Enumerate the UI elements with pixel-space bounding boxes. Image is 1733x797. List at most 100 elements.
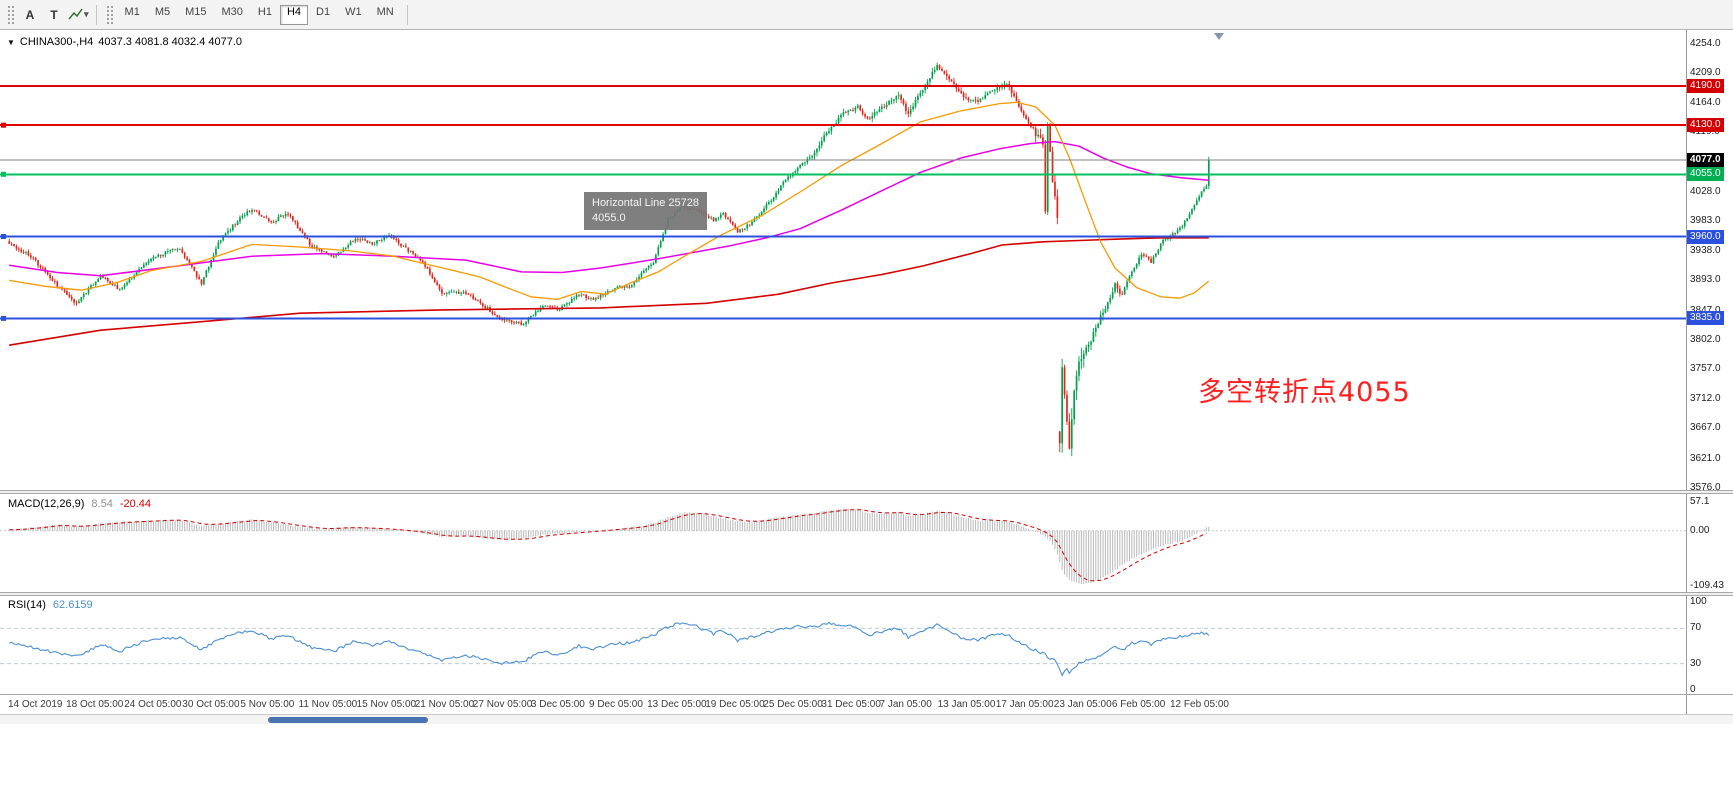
rsi-axis-label: 70 [1690,622,1702,634]
time-label: 5 Nov 05:00 [240,699,295,710]
price-tick: 3712.0 [1690,392,1721,404]
hline-tooltip: Horizontal Line 25728 4055.0 [584,192,708,230]
time-label: 11 Nov 05:00 [298,699,358,710]
panel-splitter[interactable] [0,490,1733,494]
rsi-axis-label: 100 [1690,596,1707,607]
macd-axis-label: 57.1 [1690,496,1710,507]
time-label: 31 Dec 05:00 [821,699,881,710]
time-label: 9 Dec 05:00 [589,699,643,710]
time-label: 25 Dec 05:00 [763,699,823,710]
macd-axis-label: -109.43 [1690,580,1724,591]
candles-layer [8,62,1210,457]
rsi-axis-label: 30 [1690,657,1702,669]
price-tick: 3576.0 [1690,482,1721,493]
ma-fast-orange [9,101,1210,301]
price-tick: 3938.0 [1690,244,1721,256]
timeframe-mn[interactable]: MN [376,5,394,18]
line-anchor-handle[interactable] [1,234,6,239]
text-tool-button[interactable]: T [43,4,65,26]
price-badge-4055.0: 4055.0 [1687,167,1724,182]
toolbar-separator [95,4,97,25]
rsi-value: 62.6159 [52,599,93,611]
time-label: 6 Feb 05:00 [1111,699,1166,710]
timeframe-w1[interactable]: W1 [345,5,362,18]
time-label: 15 Nov 05:00 [356,699,417,710]
time-label: 17 Jan 05:00 [995,699,1054,710]
timeframe-h4[interactable]: H4 [279,4,309,25]
time-label: 23 Jan 05:00 [1053,699,1112,710]
macd-histogram [8,508,1210,584]
rsi-title: RSI(14) [8,599,46,611]
timeframe-h1[interactable]: H1 [257,5,272,18]
macd-title: MACD(12,26,9) [8,498,85,510]
trendline-icon [68,8,83,20]
timeframe-m5[interactable]: M5 [154,5,171,18]
macd-signal-line [9,509,1207,582]
macd-axis-label: 0.00 [1690,524,1710,536]
symbol-label: CHINA300-,H4 [19,36,94,48]
symbol-dropdown-icon[interactable]: ▼ [7,37,15,47]
timeframe-d1[interactable]: D1 [316,5,331,18]
panel-splitter[interactable] [0,592,1733,596]
line-studies-tool-button[interactable]: ▾ [67,4,90,26]
time-axis-border [0,694,1733,695]
timeframe-m15[interactable]: M15 [185,5,207,18]
time-label: 13 Jan 05:00 [937,699,996,710]
scrollbar-thumb[interactable] [268,717,428,723]
price-tick: 4209.0 [1690,67,1721,79]
macd-header: MACD(12,26,9) 8.54 -20.44 [8,498,151,510]
rsi-header: RSI(14) 62.6159 [8,599,93,611]
arrow-style-tool-button[interactable]: A [19,4,41,26]
rsi-line [9,621,1210,677]
ohlc-values: 4037.3 4081.8 4032.4 4077.0 [98,36,243,48]
price-tick: 4254.0 [1690,38,1721,49]
line-anchor-handle[interactable] [1,315,6,321]
horizontal-scrollbar[interactable] [0,714,1733,724]
price-tick: 3893.0 [1690,274,1721,286]
time-label: 24 Oct 05:00 [124,699,182,710]
price-axis-border [1686,30,1687,714]
price-tick: 3983.0 [1690,215,1721,227]
timeframe-group: M1 M5 M15 M30 H1 H4 D1 W1 MN [118,4,401,25]
timeframe-m30[interactable]: M30 [221,5,243,18]
toolbar-separator [406,4,408,25]
chart-ohlc-header: ▼ CHINA300-,H4 4037.3 4081.8 4032.4 4077… [7,36,242,48]
price-badge-current: 4077.0 [1687,152,1724,167]
chevron-down-icon: ▾ [84,9,89,19]
price-tick: 3621.0 [1690,452,1721,464]
chart-shift-marker[interactable] [1214,33,1224,40]
timeframe-m1[interactable]: M1 [124,5,140,18]
line-anchor-handle[interactable] [1,122,6,128]
chart-area: ▼ CHINA300-,H4 4037.3 4081.8 4032.4 4077… [0,30,1733,797]
time-label: 12 Feb 05:00 [1170,699,1229,710]
time-label: 21 Nov 05:00 [414,699,475,710]
ma-slow-red [9,237,1209,346]
price-tick: 3667.0 [1690,422,1721,434]
time-label: 18 Oct 05:00 [66,699,124,710]
rsi-axis-label: 0 [1690,684,1696,695]
macd-main-value: 8.54 [91,498,113,510]
price-badge-4190.0: 4190.0 [1687,78,1724,93]
time-label: 13 Dec 05:00 [647,699,707,710]
price-tick: 4028.0 [1690,186,1721,197]
text-tool-label: T [50,7,58,22]
price-tick: 4164.0 [1690,96,1721,108]
tooltip-line2: 4055.0 [592,212,626,224]
time-label: 14 Oct 2019 [8,699,63,710]
ma-mid-magenta [9,140,1209,277]
time-label: 27 Nov 05:00 [472,699,533,710]
macd-signal-value: -20.44 [119,498,152,510]
line-anchor-handle[interactable] [1,171,6,177]
toolbar-drag-handle-icon[interactable] [105,4,113,25]
price-badge-3960.0: 3960.0 [1687,229,1724,244]
price-badge-3835.0: 3835.0 [1687,311,1724,326]
price-tick: 3757.0 [1690,363,1721,375]
toolbar-drag-handle-icon[interactable] [7,4,14,25]
price-tick: 3802.0 [1690,334,1721,345]
annotation-text[interactable]: 多空转折点4055 [1198,377,1411,408]
time-label: 19 Dec 05:00 [705,699,765,710]
time-label: 30 Oct 05:00 [182,699,240,710]
arrow-style-tool-label: A [25,7,35,22]
time-label: 7 Jan 05:00 [879,699,932,710]
